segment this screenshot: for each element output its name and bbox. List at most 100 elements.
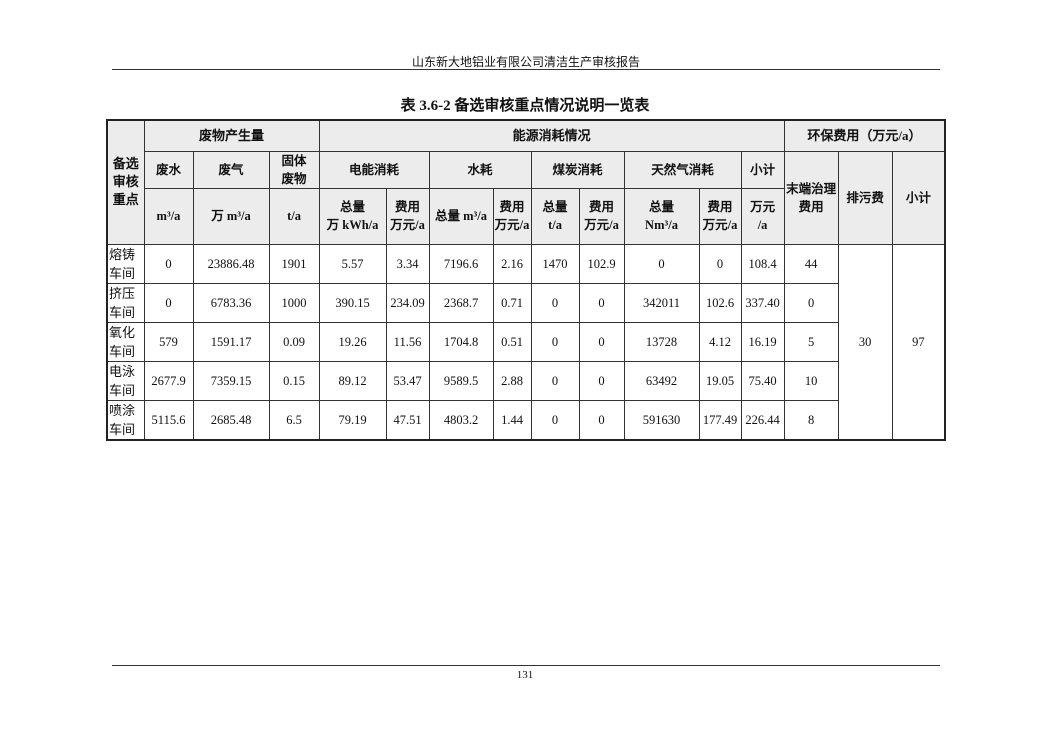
- table-cell: 0: [578, 321, 625, 362]
- table-cell: 0: [143, 243, 194, 284]
- table-cell: 79.19: [318, 399, 387, 440]
- header-electricity: 电能消耗: [318, 150, 430, 189]
- table-cell: 11.56: [385, 321, 430, 362]
- table-cell: 579: [143, 321, 194, 362]
- table-cell: 5.57: [318, 243, 387, 284]
- table-cell: 6.5: [268, 399, 320, 440]
- header-wastewater: 废水: [143, 150, 194, 189]
- table-cell: 342011: [623, 282, 700, 323]
- table-cell: 0: [530, 282, 580, 323]
- table-row: 挤压 车间 0 6783.36 1000 390.15 234.09 2368.7 0.71 0…: [106, 282, 945, 323]
- page-header: 山东新大地铝业有限公司清洁生产审核报告: [411, 55, 640, 69]
- env-subtotal-total: 97: [891, 243, 946, 440]
- table-cell: 102.9: [578, 243, 625, 284]
- table-cell: 2368.7: [428, 282, 494, 323]
- table-cell: 1901: [268, 243, 320, 284]
- table-cell: 6783.36: [192, 282, 270, 323]
- table-cell: 0: [530, 321, 580, 362]
- table-cell: 9589.5: [428, 360, 494, 401]
- table-cell: 63492: [623, 360, 700, 401]
- header-unit: 费用 万元/a: [698, 187, 742, 245]
- table-cell: 2.88: [492, 360, 532, 401]
- header-end-treatment: 末端治理 费用: [783, 150, 839, 245]
- table-cell: 7196.6: [428, 243, 494, 284]
- table-cell: 0.15: [268, 360, 320, 401]
- table-cell: 0: [578, 282, 625, 323]
- table-cell: 0: [783, 282, 839, 323]
- header-discharge-fee: 排污费: [837, 150, 893, 245]
- table-cell: 2677.9: [143, 360, 194, 401]
- table-cell: 89.12: [318, 360, 387, 401]
- row-name: 电泳 车间: [106, 360, 145, 401]
- table-cell: 591630: [623, 399, 700, 440]
- table-cell: 19.05: [698, 360, 742, 401]
- table-cell: 0: [623, 243, 700, 284]
- page-number: 131: [516, 669, 534, 681]
- header-env-subtotal: 小计: [891, 150, 946, 245]
- header-energy: 能源消耗情况: [318, 119, 785, 152]
- table-cell: 390.15: [318, 282, 387, 323]
- header-unit: 万元 /a: [740, 187, 785, 245]
- table-cell: 0: [698, 243, 742, 284]
- table-cell: 337.40: [740, 282, 785, 323]
- audit-focus-table: 备选 审核 重点 废物产生量 能源消耗情况 环保费用（万元/a） 废水 废气 固…: [106, 119, 947, 441]
- header-unit: 总量 万 kWh/a: [318, 187, 387, 245]
- table-row: 喷涂 车间 5115.6 2685.48 6.5 79.19 47.51 4803.2 1.4…: [106, 399, 945, 440]
- header-coal: 煤炭消耗: [530, 150, 625, 189]
- table-cell: 2.16: [492, 243, 532, 284]
- table-cell: 234.09: [385, 282, 430, 323]
- table-cell: 10: [783, 360, 839, 401]
- header-env-cost: 环保费用（万元/a）: [783, 119, 946, 152]
- table-cell: 8: [783, 399, 839, 440]
- table-cell: 47.51: [385, 399, 430, 440]
- table-cell: 4.12: [698, 321, 742, 362]
- table-cell: 0: [530, 399, 580, 440]
- table-cell: 13728: [623, 321, 700, 362]
- header-energy-subtotal: 小计: [740, 150, 785, 189]
- header-divider: [112, 69, 940, 70]
- table-cell: 44: [783, 243, 839, 284]
- discharge-fee-total: 30: [837, 243, 893, 440]
- table-cell: 0: [530, 360, 580, 401]
- header-unit: 费用 万元/a: [492, 187, 532, 245]
- table-row: 氧化 车间 579 1591.17 0.09 19.26 11.56 1704.8 0.51 0…: [106, 321, 945, 362]
- table-cell: 53.47: [385, 360, 430, 401]
- row-name: 熔铸 车间: [106, 243, 145, 284]
- table-cell: 75.40: [740, 360, 785, 401]
- table-cell: 0.09: [268, 321, 320, 362]
- table-cell: 19.26: [318, 321, 387, 362]
- table-cell: 177.49: [698, 399, 742, 440]
- table-cell: 0.51: [492, 321, 532, 362]
- row-name: 挤压 车间: [106, 282, 145, 323]
- header-unit: t/a: [268, 187, 320, 245]
- table-cell: 0.71: [492, 282, 532, 323]
- header-waste-gas: 废气: [192, 150, 270, 189]
- table-cell: 102.6: [698, 282, 742, 323]
- header-unit: 总量 Nm³/a: [623, 187, 700, 245]
- table-cell: 1470: [530, 243, 580, 284]
- table-cell: 1704.8: [428, 321, 494, 362]
- row-name: 喷涂 车间: [106, 399, 145, 440]
- header-unit: 万 m³/a: [192, 187, 270, 245]
- table-cell: 16.19: [740, 321, 785, 362]
- table-cell: 2685.48: [192, 399, 270, 440]
- table-cell: 1000: [268, 282, 320, 323]
- row-name: 氧化 车间: [106, 321, 145, 362]
- header-unit: 总量 m³/a: [428, 187, 494, 245]
- table-cell: 23886.48: [192, 243, 270, 284]
- header-solid-waste: 固体 废物: [268, 150, 320, 189]
- header-water: 水耗: [428, 150, 532, 189]
- header-gas: 天然气消耗: [623, 150, 742, 189]
- footer-divider: [112, 665, 940, 666]
- table-cell: 0: [143, 282, 194, 323]
- table-cell: 1591.17: [192, 321, 270, 362]
- header-waste: 废物产生量: [143, 119, 320, 152]
- table-row: 熔铸 车间 0 23886.48 1901 5.57 3.34 7196.6 2.16 1470…: [106, 243, 946, 440]
- header-unit: 总量 t/a: [530, 187, 580, 245]
- header-unit: 费用 万元/a: [385, 187, 430, 245]
- table-cell: 5: [783, 321, 839, 362]
- header-unit: 费用 万元/a: [578, 187, 625, 245]
- table-cell: 4803.2: [428, 399, 494, 440]
- table-cell: 5115.6: [143, 399, 194, 440]
- table-cell: 3.34: [385, 243, 430, 284]
